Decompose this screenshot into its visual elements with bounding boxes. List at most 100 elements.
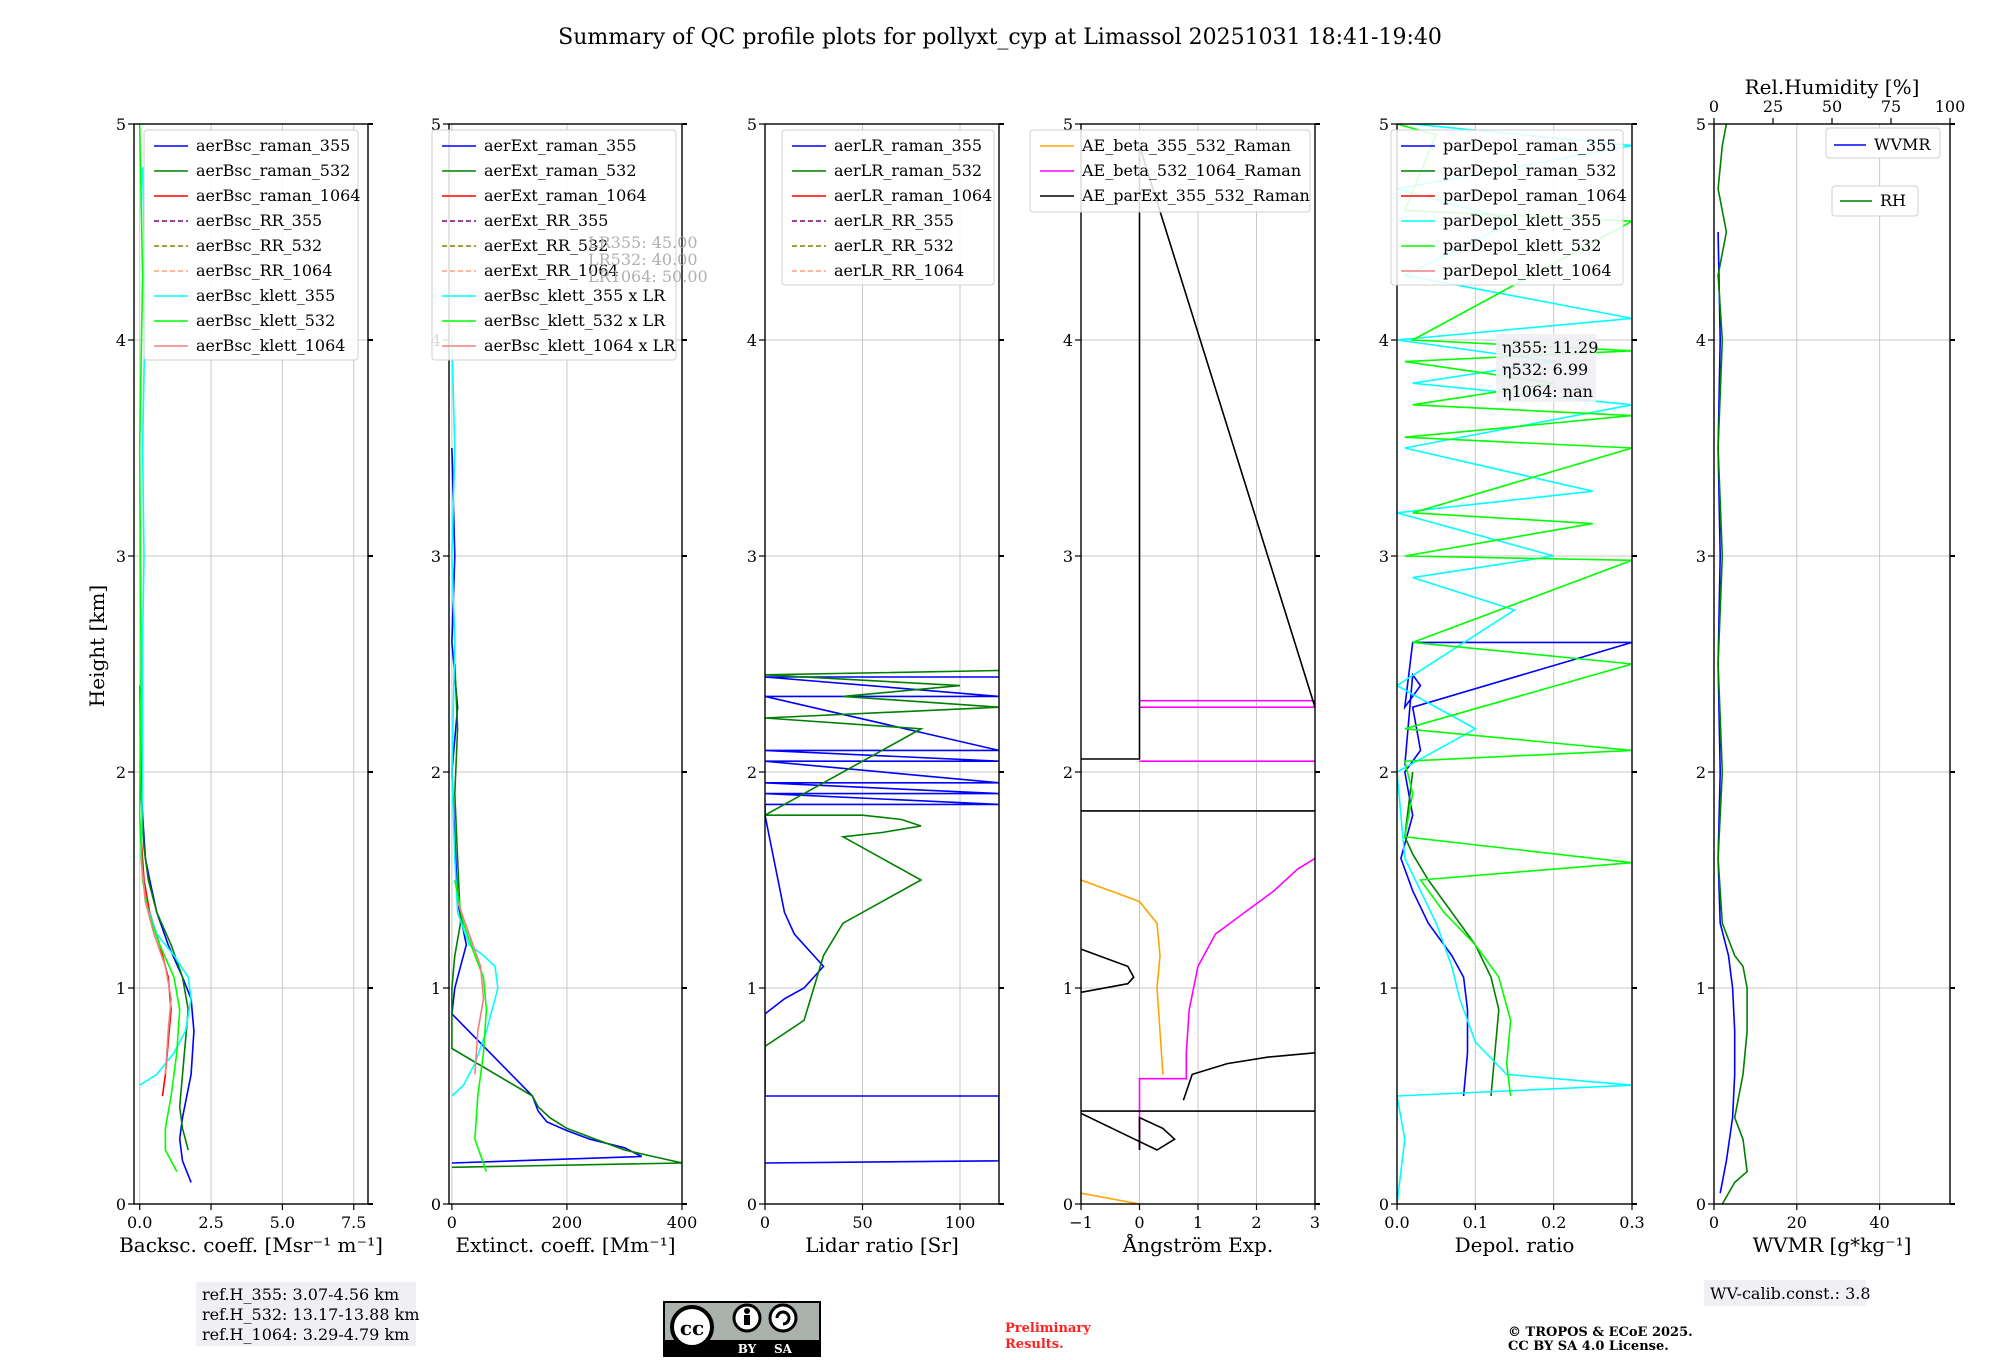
legend-label: AE_beta_532_1064_Raman [1081, 161, 1301, 180]
legend-label: aerLR_raman_532 [834, 161, 982, 180]
series-group [451, 339, 682, 1172]
svg-text:cc: cc [680, 1316, 704, 1340]
y-tick-label: 0 [747, 1195, 757, 1214]
eta-value: η1064: nan [1502, 382, 1593, 401]
legend-box [431, 129, 677, 361]
y-tick-label: 0 [1379, 1195, 1389, 1214]
y-tick-label: 2 [431, 763, 441, 782]
series-aerBsc_klett_532 [138, 124, 181, 1172]
y-tick-label: 3 [1696, 547, 1706, 566]
eta-box [1496, 334, 1596, 402]
y-tick-label: 5 [116, 115, 126, 134]
panel-2: 0200400012345Extinct. coeff. [Mm⁻¹]aerEx… [431, 115, 697, 1257]
legend-label: aerLR_RR_532 [834, 236, 954, 255]
series-AE_beta_355_532_Raman [1081, 879, 1164, 1204]
legend-label: AE_parExt_355_532_Raman [1081, 186, 1310, 205]
legend-label: aerExt_raman_532 [484, 161, 637, 180]
x-tick-label: 0 [1709, 1213, 1719, 1232]
x-tick-label: 50 [852, 1213, 872, 1232]
legend-label: AE_beta_355_532_Raman [1081, 136, 1291, 155]
x2-tick-label: 75 [1881, 97, 1901, 116]
eta-value: η355: 11.29 [1502, 338, 1598, 357]
y-tick-label: 2 [116, 763, 126, 782]
y-tick-label: 3 [116, 547, 126, 566]
panel-6: 0 20 40 0 1 2 3 4 5 WVMR [g*kg⁻¹] 0 25 50 75 100 Rel.Hu… [1696, 75, 1965, 1257]
panel-3: 0 50 100 0 1 2 3 4 5 Lidar ratio [Sr] aerLR_raman_… [747, 115, 1004, 1257]
eta-value: η532: 6.99 [1502, 360, 1588, 379]
wv-calib-box: WV-calib.const.: 3.8 [1704, 1280, 1871, 1306]
preliminary-line-2: Results. [1005, 1337, 1064, 1352]
x2-tick-label: 0 [1709, 97, 1719, 116]
y-tick-label: 1 [1696, 979, 1706, 998]
legend-label: aerBsc_klett_532 x LR [484, 311, 666, 330]
ref-height-box: ref.H_355: 3.07-4.56 km ref.H_532: 13.17… [196, 1282, 420, 1346]
ref-height-355: ref.H_355: 3.07-4.56 km [202, 1285, 399, 1304]
axes-frame [1713, 123, 1951, 1205]
series-group [765, 669, 999, 1164]
legend-label: parDepol_raman_532 [1443, 161, 1616, 180]
x-tick-label: 0.0 [127, 1213, 152, 1232]
legend-label: parDepol_raman_1064 [1443, 186, 1627, 205]
legend-label: aerLR_raman_355 [834, 136, 982, 155]
y-tick-label: 3 [431, 547, 441, 566]
x-axis-label: WVMR [g*kg⁻¹] [1753, 1233, 1912, 1257]
x-axis-label: Extinct. coeff. [Mm⁻¹] [455, 1233, 675, 1257]
legend-box [781, 129, 995, 286]
y-tick-label: 4 [1063, 331, 1073, 350]
legend-label: aerBsc_raman_1064 [196, 186, 361, 205]
legend-label: parDepol_klett_355 [1443, 211, 1601, 230]
legend-label: aerExt_raman_355 [484, 136, 637, 155]
legend-label: aerBsc_RR_532 [196, 236, 322, 255]
copyright-line-1: © TROPOS & ECoE 2025. [1508, 1325, 1693, 1340]
ref-height-532: ref.H_532: 13.17-13.88 km [202, 1305, 420, 1324]
legend-label: parDepol_klett_1064 [1443, 261, 1612, 280]
x-tick-label: 200 [552, 1213, 583, 1232]
wv-calib-const: WV-calib.const.: 3.8 [1710, 1284, 1871, 1303]
x2-tick-label: 25 [1763, 97, 1783, 116]
series-aerExt_raman_532 [451, 663, 682, 1169]
y-tick-label: 2 [1379, 763, 1389, 782]
y-tick-label: 3 [1379, 547, 1389, 566]
series-aerBsc_raman_532 [139, 728, 190, 1151]
legend-label: aerBsc_klett_1064 [196, 336, 345, 355]
ref-height-1064: ref.H_1064: 3.29-4.79 km [202, 1325, 409, 1344]
x-tick-label: 0 [1134, 1213, 1144, 1232]
y-tick-label: 2 [1696, 763, 1706, 782]
x-axis-label: Ångström Exp. [1122, 1232, 1273, 1257]
series-AE_parExt_355_532_Raman [1081, 145, 1315, 1151]
x-tick-label: 40 [1869, 1213, 1889, 1232]
x-tick-label: −1 [1069, 1213, 1093, 1232]
y-tick-label: 0 [1063, 1195, 1073, 1214]
legend-label: aerBsc_klett_1064 x LR [484, 336, 676, 355]
preliminary-line-1: Preliminary [1005, 1321, 1091, 1336]
series-group [1397, 124, 1632, 1204]
x-tick-label: 2 [1251, 1213, 1261, 1232]
y-tick-label: 1 [747, 979, 757, 998]
y-tick-label: 1 [431, 979, 441, 998]
series-aerExt_raman_355 [451, 447, 643, 1164]
panels: 0.0 2.5 5.0 7.5 0 1 2 3 4 5 Backsc. coeff. [Msr⁻¹ … [116, 75, 1965, 1257]
x-tick-label: 1 [1193, 1213, 1203, 1232]
x2-axis-label: Rel.Humidity [%] [1745, 75, 1920, 99]
panel-5: 0.0 0.1 0.2 0.3 0 1 2 3 4 5 Depol. ratio parDepol_r… [1379, 115, 1645, 1257]
series-parDepol_klett_532 [1397, 124, 1632, 1097]
x-tick-label: 0 [447, 1213, 457, 1232]
x-axis-label: Depol. ratio [1455, 1233, 1575, 1257]
y-tick-label: 3 [747, 547, 757, 566]
y-tick-label: 0 [116, 1195, 126, 1214]
legend-label: aerBsc_RR_1064 [196, 261, 332, 280]
x-tick-label: 3 [1310, 1213, 1320, 1232]
series-AE_beta_532_1064_Raman [1138, 699, 1315, 1150]
legend-label: aerExt_RR_1064 [484, 261, 619, 280]
legend-label: aerLR_RR_355 [834, 211, 954, 230]
x-tick-label: 5.0 [270, 1213, 295, 1232]
legend-label: aerLR_raman_1064 [834, 186, 992, 205]
legend-label: parDepol_raman_355 [1443, 136, 1616, 155]
x-tick-label: 0.3 [1619, 1213, 1644, 1232]
y-tick-label: 1 [116, 979, 126, 998]
y-tick-label: 5 [431, 115, 441, 134]
y-tick-label: 3 [1063, 547, 1073, 566]
legend-label: aerExt_raman_1064 [484, 186, 647, 205]
